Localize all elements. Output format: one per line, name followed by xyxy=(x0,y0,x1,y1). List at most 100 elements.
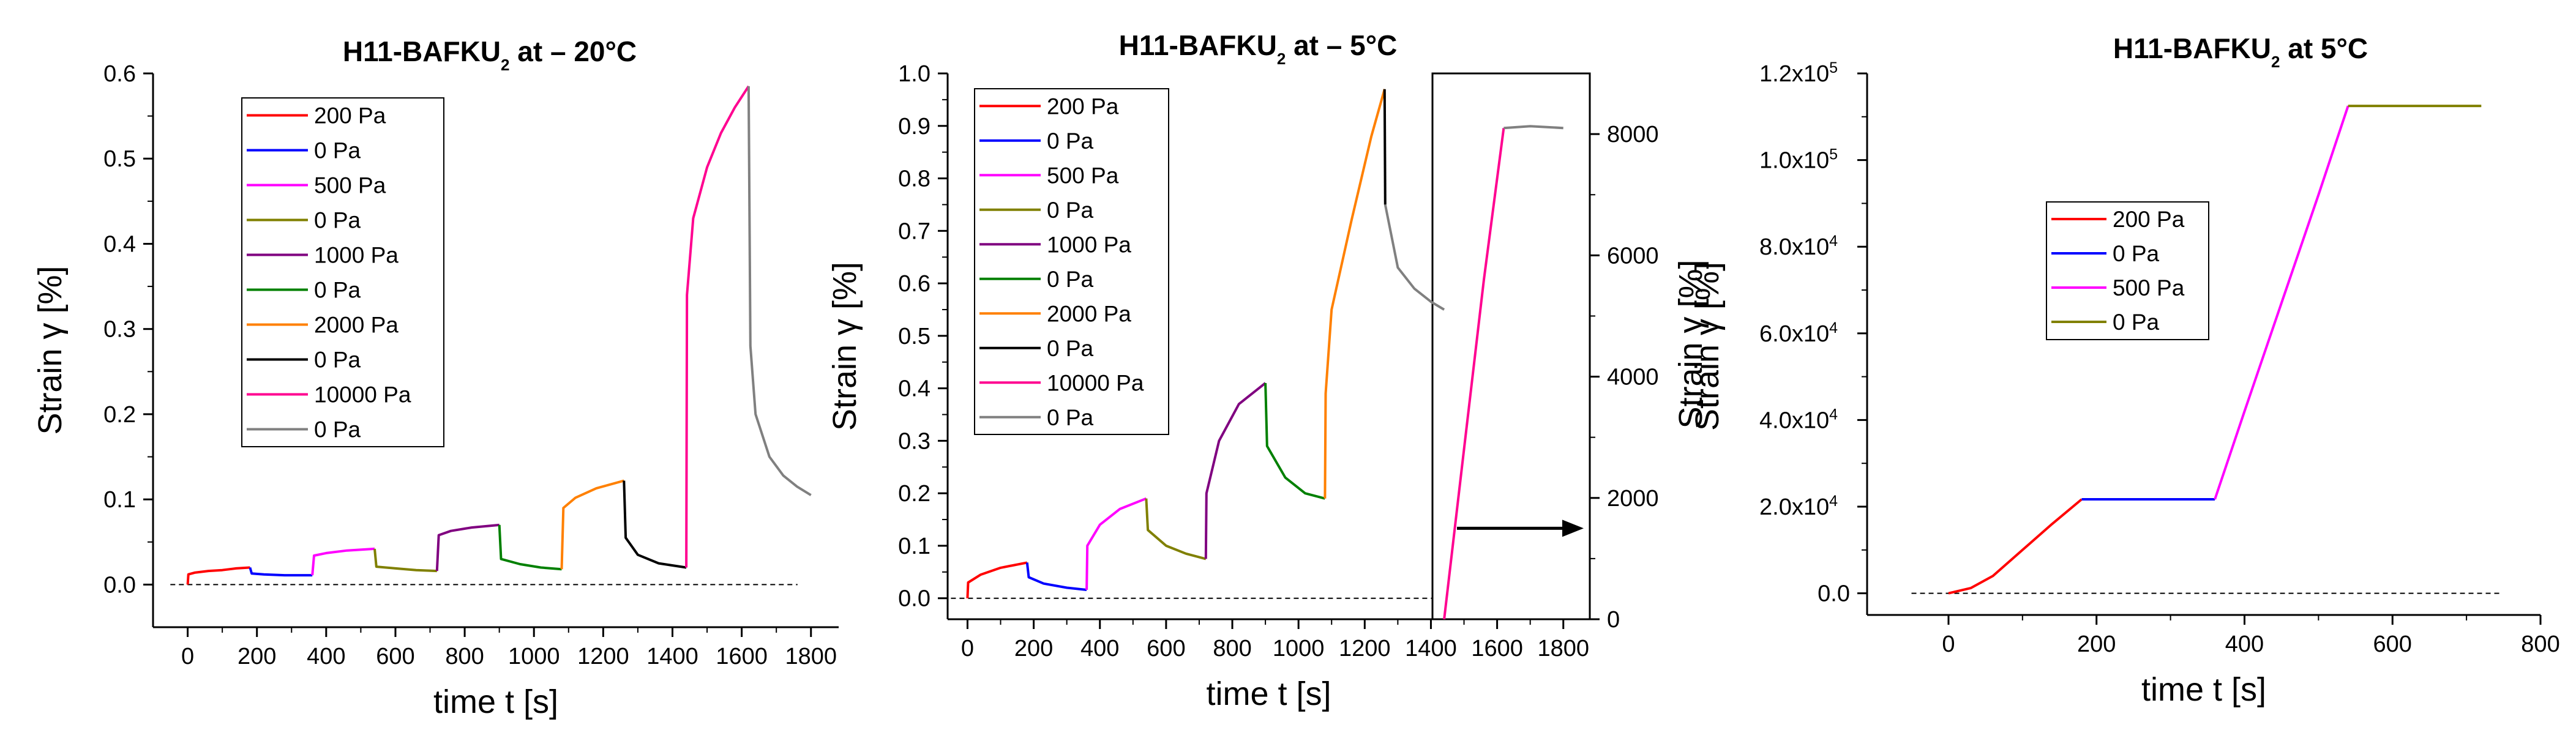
series-line-9 xyxy=(1383,204,1445,311)
chart-title-sub: 2 xyxy=(2271,53,2280,71)
legend-label: 500 Pa xyxy=(314,173,386,198)
y2-tick-label: 4000 xyxy=(1607,365,1659,390)
legend-box xyxy=(2046,201,2209,340)
x-tick-label: 0 xyxy=(1942,631,1955,657)
x-axis-label: time t [s] xyxy=(1206,676,1331,712)
y2-tick-label: 0 xyxy=(1607,607,1620,633)
y2-tick-label: 6000 xyxy=(1607,243,1659,269)
y-tick-label: 4.0x104 xyxy=(1759,406,1838,433)
x-tick-label: 1200 xyxy=(1339,636,1391,661)
legend-label: 1000 Pa xyxy=(314,243,399,268)
x-tick-label: 1000 xyxy=(1273,636,1325,661)
series-line-8 xyxy=(685,85,750,568)
legend-label: 200 Pa xyxy=(2113,207,2185,232)
x-tick-label: 400 xyxy=(1080,636,1119,661)
legend-label: 0 Pa xyxy=(1047,336,1094,361)
y-tick-mantissa: 1.2x10 xyxy=(1759,61,1829,87)
legend-label: 0 Pa xyxy=(2113,241,2160,266)
legend-label: 10000 Pa xyxy=(314,382,411,408)
series-line-2 xyxy=(1085,497,1147,590)
y-tick-exponent: 4 xyxy=(1829,233,1838,250)
legend-label: 0 Pa xyxy=(314,278,361,303)
series-line-6 xyxy=(560,479,624,570)
y2-axis-label: Strain γ [%] xyxy=(1689,262,1726,431)
y-tick-label: 0.2 xyxy=(898,481,930,507)
y-axis-label: Strain γ [%] xyxy=(826,262,863,431)
y-tick-label: 0.5 xyxy=(898,324,930,349)
y-tick-label: 2.0x104 xyxy=(1759,493,1838,520)
y-tick-label: 0.4 xyxy=(898,376,930,402)
inset-arrow-head xyxy=(1562,519,1584,537)
legend-box xyxy=(974,88,1169,435)
y-tick-label: 0.0 xyxy=(103,572,136,598)
chart-panel-minus5: H11-BAFKU2 at – 5°C 0 200 400 600 800 1000 1200… xyxy=(826,29,1726,712)
series-line-2 xyxy=(311,547,375,576)
chart-title: H11-BAFKU2 at 5°C xyxy=(2113,32,2368,71)
legend-label: 0 Pa xyxy=(1047,267,1094,292)
x-tick-label: 0 xyxy=(961,636,974,661)
series-line-9 xyxy=(747,86,812,496)
y-tick-exponent: 4 xyxy=(1829,319,1838,337)
y-tick-mantissa: 1.0x10 xyxy=(1759,148,1829,174)
legend-label: 10000 Pa xyxy=(1047,370,1144,395)
legend-label: 0 Pa xyxy=(2113,310,2160,335)
x-tick-label: 600 xyxy=(2373,631,2412,657)
chart-title: H11-BAFKU2 at – 5°C xyxy=(1119,29,1398,68)
x-tick-label: 400 xyxy=(307,644,345,669)
legend-label: 0 Pa xyxy=(314,208,361,233)
x-tick-label: 600 xyxy=(1147,636,1185,661)
y-tick-label: 0.1 xyxy=(898,534,930,559)
x-tick-label: 1800 xyxy=(785,644,837,669)
y-tick-label: 0.8 xyxy=(898,166,930,192)
legend-label: 0 Pa xyxy=(314,348,361,373)
series-line-0 xyxy=(1948,498,2083,595)
x-tick-label: 800 xyxy=(2521,631,2559,657)
chart-title-main: H11-BAFKU xyxy=(1119,29,1277,61)
x-tick-label: 400 xyxy=(2225,631,2264,657)
y-tick-label: 0.6 xyxy=(103,61,136,87)
x-tick-label: 1600 xyxy=(1471,636,1523,661)
x-tick-label: 0 xyxy=(181,644,194,669)
chart-title-main: H11-BAFKU xyxy=(343,35,501,67)
chart-title: H11-BAFKU2 at – 20°C xyxy=(343,35,637,74)
series-line-2 xyxy=(2214,105,2349,500)
legend-label: 0 Pa xyxy=(1047,198,1094,223)
y-tick-mantissa: 6.0x10 xyxy=(1759,321,1829,347)
x-tick-label: 200 xyxy=(238,644,276,669)
x-tick-label: 1200 xyxy=(577,644,629,669)
y-tick-label: 0.1 xyxy=(103,487,136,513)
legend-label: 0 Pa xyxy=(1047,405,1094,430)
x-tick-label: 1400 xyxy=(646,644,698,669)
y-tick-exponent: 4 xyxy=(1829,493,1838,510)
series-line-3 xyxy=(1145,498,1207,560)
x-tick-label: 1000 xyxy=(508,644,560,669)
chart-title-main: H11-BAFKU xyxy=(2113,32,2271,64)
legend-label: 500 Pa xyxy=(2113,275,2185,300)
y-axis-label: Strain γ [%] xyxy=(32,266,69,434)
series-line-5 xyxy=(498,524,562,571)
x-tick-label: 800 xyxy=(445,644,484,669)
y-tick-label: 0.7 xyxy=(898,218,930,244)
chart-panel-plus5: H11-BAFKU2 at 5°C0 200 400 600 8000.02.0x104… xyxy=(1672,32,2560,708)
x-tick-label: 200 xyxy=(1014,636,1053,661)
x-axis-label: time t [s] xyxy=(433,683,558,720)
y-tick-label: 0.6 xyxy=(898,271,930,297)
chart-title-sub: 2 xyxy=(1277,50,1286,68)
series-line-0 xyxy=(966,561,1028,598)
legend-label: 200 Pa xyxy=(1047,94,1119,119)
series-line-0 xyxy=(186,566,250,585)
series-line-3 xyxy=(373,548,437,573)
x-tick-label: 200 xyxy=(2077,631,2116,657)
series-line-4 xyxy=(1204,382,1267,559)
y-tick-label: 1.2x105 xyxy=(1759,59,1838,87)
chart-title-suffix: at – 5°C xyxy=(1286,29,1397,61)
y-tick-mantissa: 8.0x10 xyxy=(1759,234,1829,260)
legend-label: 2000 Pa xyxy=(1047,301,1131,326)
chart-panel-minus20: H11-BAFKU2 at – 20°C 0 200 400 600 800 1000 120… xyxy=(32,35,839,720)
legend-label: 200 Pa xyxy=(314,103,386,128)
y-tick-label: 0.0 xyxy=(898,586,930,612)
x-tick-label: 1600 xyxy=(716,644,768,669)
chart-title-suffix: at – 20°C xyxy=(510,35,637,67)
inset-box xyxy=(1431,72,1591,620)
series-line-9-inset xyxy=(1503,125,1563,130)
